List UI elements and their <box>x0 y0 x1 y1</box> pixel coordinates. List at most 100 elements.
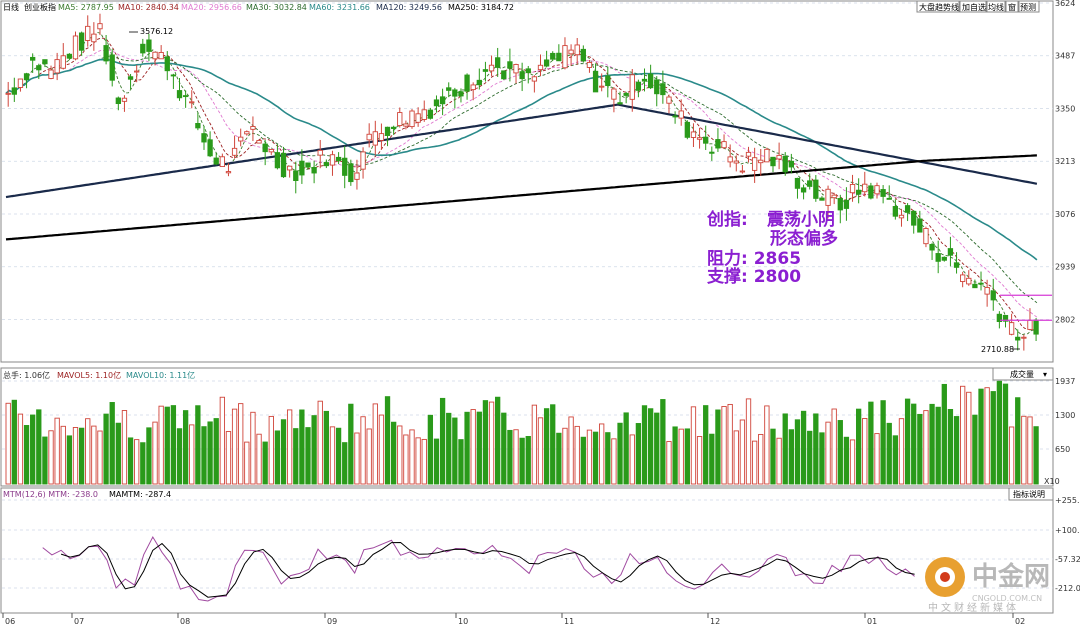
indicator-select[interactable] <box>992 367 1054 381</box>
mtm-line <box>42 535 915 602</box>
candle-body <box>825 188 831 206</box>
volume-bar <box>470 409 476 485</box>
logo-icon-core <box>940 572 950 582</box>
candle-body <box>807 180 813 187</box>
candle-body <box>947 248 954 256</box>
candle-body <box>696 137 703 140</box>
candle-body <box>378 133 385 141</box>
candlesticks <box>5 13 1039 351</box>
volume-bar <box>745 398 752 485</box>
candle-body <box>996 313 1003 322</box>
volume-bar <box>617 422 623 485</box>
candle-body <box>966 277 972 285</box>
tool-button-trend[interactable] <box>916 0 960 13</box>
candle-body <box>739 170 746 173</box>
volume-bar <box>354 432 360 485</box>
candle-body <box>935 253 941 262</box>
tool-button-window[interactable] <box>1005 0 1019 13</box>
candle-body <box>703 136 709 144</box>
candle-body <box>917 218 923 233</box>
candle-body <box>415 113 421 123</box>
candle-body <box>984 287 990 295</box>
candle-body <box>134 70 140 73</box>
tool-button-add[interactable] <box>959 0 987 13</box>
candle-body <box>605 75 611 87</box>
volume-bar <box>280 419 287 485</box>
grid-lines <box>2 2 1053 589</box>
candle-body <box>709 151 715 154</box>
volume-bar <box>751 440 758 485</box>
volume-bar <box>960 385 966 485</box>
index-name: 创业板指 <box>24 2 56 12</box>
candle-body <box>78 32 85 51</box>
mtm-tick-label: -212.0 <box>1055 584 1080 593</box>
candle-body <box>146 39 152 52</box>
volume-bar <box>464 411 470 485</box>
candle-body <box>904 205 911 213</box>
volume-bar <box>219 396 225 485</box>
candle-body <box>391 126 397 130</box>
ma250-line <box>5 154 1037 241</box>
volume-bar <box>189 424 195 485</box>
candle-body <box>672 115 678 118</box>
tool-button-ma[interactable] <box>986 0 1006 13</box>
candle-body <box>849 184 856 194</box>
candle-body <box>794 177 801 189</box>
candle-body <box>280 152 287 178</box>
price-tick-label: 3213 <box>1055 157 1075 166</box>
candle-body <box>219 156 225 168</box>
mavol5-label: MAVOL5: 1.10亿 <box>57 370 121 380</box>
volume-bar <box>868 401 874 485</box>
volume-bar <box>672 426 678 485</box>
candle-body <box>354 172 360 180</box>
candle-body <box>586 61 593 68</box>
volume-bar <box>641 405 648 485</box>
candle-body <box>623 92 629 96</box>
volume-bars <box>5 380 1039 485</box>
mavol10-label: MAVOL10: 1.11亿 <box>126 370 195 380</box>
indicator-help-button[interactable] <box>1008 487 1054 501</box>
candle-body <box>109 54 115 81</box>
volume-bar <box>923 410 929 485</box>
volume-bar <box>60 425 66 485</box>
candle-body <box>482 69 489 72</box>
volume-bar <box>335 427 342 485</box>
candle-body <box>556 52 562 62</box>
volume-bar <box>446 412 452 485</box>
candle-body <box>568 49 574 55</box>
volume-tick-label: 1300 <box>1055 411 1075 420</box>
annotation-support: 支撑: 2800 <box>707 266 801 287</box>
mtm-lines <box>42 535 915 602</box>
volume-bar <box>898 418 905 485</box>
volume-bar <box>152 421 158 485</box>
tool-button-forecast[interactable] <box>1018 0 1040 13</box>
candle-body <box>366 133 372 141</box>
volume-bar <box>42 436 48 485</box>
volume-total-label: 总手: 1.06亿 <box>3 370 50 380</box>
candle-body <box>348 163 354 183</box>
candle-body <box>507 61 513 69</box>
candle-body <box>911 210 917 226</box>
candle-body <box>458 91 464 97</box>
candle-body <box>562 45 568 69</box>
volume-bar <box>158 405 164 485</box>
volume-bar <box>843 436 850 485</box>
candle-body <box>666 96 672 104</box>
volume-bar <box>421 438 427 485</box>
volume-bar <box>904 398 911 485</box>
candle-body <box>635 81 642 91</box>
volume-bar <box>268 415 274 485</box>
volume-bar <box>580 436 586 485</box>
volume-bar <box>54 417 60 485</box>
candle-body <box>158 52 164 60</box>
candle-body <box>360 151 366 170</box>
candle-body <box>1033 319 1039 335</box>
candle-body <box>1002 314 1009 322</box>
candle-body <box>372 131 378 146</box>
volume-bar <box>800 410 807 485</box>
volume-bar <box>66 435 73 485</box>
candle-body <box>788 160 794 168</box>
x-tick-label: 11 <box>564 617 574 626</box>
candle-body <box>262 143 268 153</box>
